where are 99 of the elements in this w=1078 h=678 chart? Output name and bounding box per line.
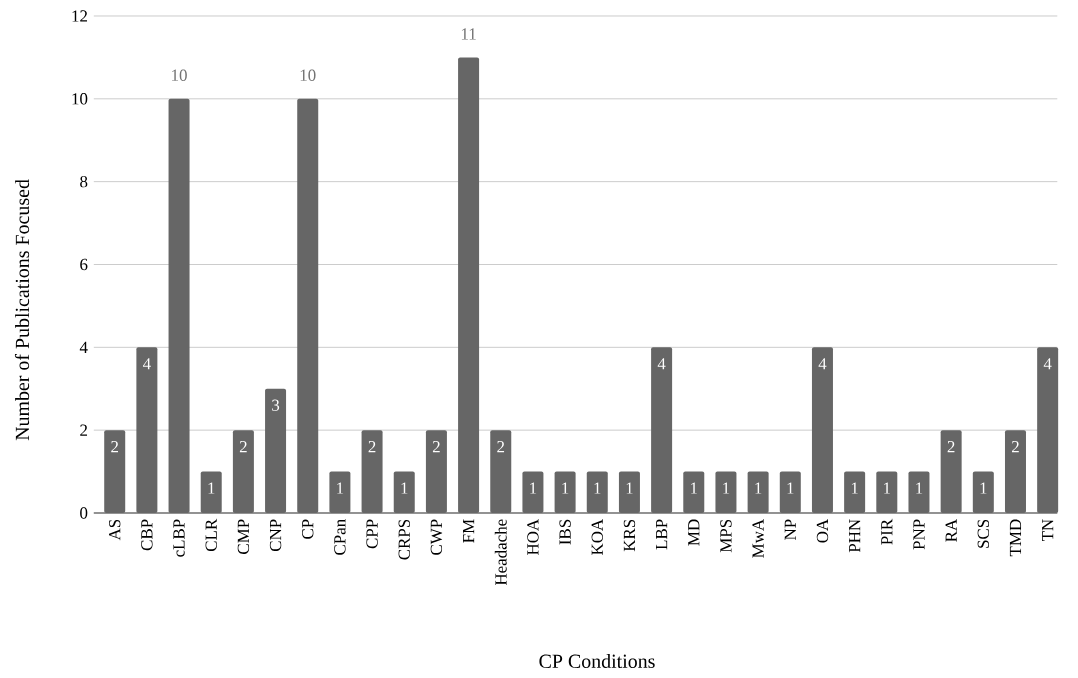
y-tick-label: 10 <box>72 93 88 105</box>
data-label: 10 <box>300 69 316 81</box>
data-label: 1 <box>980 482 987 494</box>
bar <box>104 430 126 513</box>
x-tick-label: CMP <box>237 519 250 554</box>
data-label: 10 <box>172 69 187 81</box>
data-label: 3 <box>272 399 280 411</box>
bar <box>168 98 190 513</box>
bar <box>651 347 673 513</box>
data-label: 2 <box>239 440 247 453</box>
data-label: 2 <box>1012 440 1019 453</box>
data-label: 11 <box>461 28 476 40</box>
x-tick-label: MwA <box>752 518 764 558</box>
bar <box>908 471 930 513</box>
x-tick-label: CPP <box>366 519 378 549</box>
data-label: 1 <box>723 482 730 494</box>
bar <box>1004 430 1026 513</box>
bar <box>329 471 351 513</box>
data-label: 1 <box>337 482 344 494</box>
x-tick-label: CPan <box>334 519 346 555</box>
x-tick-label: PIR <box>881 518 893 545</box>
data-label: 1 <box>562 482 569 494</box>
bar <box>618 471 640 513</box>
data-label: 4 <box>818 358 827 370</box>
x-tick-label: KRS <box>623 519 636 552</box>
x-tick-label: FM <box>463 519 475 543</box>
data-label: 1 <box>851 482 858 494</box>
x-tick-label: HOA <box>527 518 539 556</box>
bar <box>683 471 705 513</box>
y-tick-label: 2 <box>80 424 88 436</box>
x-tick-label: OA <box>816 518 829 543</box>
data-label: 2 <box>947 440 955 453</box>
y-axis-title: Number of Publications Focused <box>14 179 30 441</box>
bar <box>265 388 287 513</box>
data-label: 1 <box>208 482 215 494</box>
bar <box>779 471 801 513</box>
data-label: 4 <box>657 358 666 370</box>
x-tick-label: NP <box>784 519 796 540</box>
bar <box>972 471 994 513</box>
data-label: 1 <box>916 482 923 494</box>
x-tick-label: PHN <box>849 519 861 553</box>
bar <box>200 471 222 513</box>
bar <box>876 471 898 513</box>
bar <box>811 347 833 513</box>
bar <box>1037 347 1059 513</box>
data-label: 4 <box>1043 358 1052 370</box>
bar <box>747 471 769 513</box>
data-label: 2 <box>111 440 119 453</box>
bar <box>586 471 608 513</box>
x-tick-label: CNP <box>269 519 282 552</box>
bar <box>458 57 480 513</box>
bar <box>393 471 415 513</box>
bar <box>361 430 383 513</box>
x-tick-label: cLBP <box>173 519 185 557</box>
data-label: 1 <box>626 482 633 494</box>
bar <box>522 471 544 513</box>
bar <box>715 471 737 513</box>
x-tick-label: MD <box>688 519 700 546</box>
bar <box>136 347 158 513</box>
y-tick-label: 4 <box>79 341 88 353</box>
x-tick-label: Headache <box>494 519 507 586</box>
x-tick-label: MPS <box>720 519 732 553</box>
x-tick-label: RA <box>945 518 957 542</box>
data-label: 2 <box>368 440 376 453</box>
x-tick-label: CLR <box>205 518 217 552</box>
y-tick-label: 8 <box>80 175 88 188</box>
x-tick-label: CP <box>302 519 314 539</box>
bar <box>844 471 866 513</box>
data-label: 1 <box>530 482 537 494</box>
bar <box>425 430 447 513</box>
bar <box>554 471 576 513</box>
x-tick-label: IBS <box>559 519 571 545</box>
data-label: 1 <box>594 482 601 494</box>
bar <box>232 430 254 513</box>
data-label: 1 <box>884 482 891 494</box>
x-tick-label: CBP <box>141 519 153 551</box>
x-axis-title: CP Conditions <box>539 653 655 668</box>
y-tick-label: 12 <box>72 10 88 22</box>
data-label: 1 <box>691 482 697 494</box>
bar <box>490 430 512 513</box>
y-tick-label: 6 <box>80 258 88 271</box>
x-tick-label: SCS <box>977 519 990 548</box>
x-tick-label: TN <box>1042 519 1054 542</box>
x-tick-label: PNP <box>913 519 925 550</box>
data-label: 1 <box>787 482 794 494</box>
data-label: 1 <box>755 482 762 494</box>
x-tick-label: LBP <box>656 519 668 550</box>
data-label: 1 <box>401 482 408 494</box>
x-tick-label: KOA <box>591 518 603 556</box>
y-tick-label: 0 <box>80 507 88 519</box>
data-label: 2 <box>497 440 505 453</box>
x-tick-label: TMD <box>1009 519 1022 557</box>
bar <box>297 98 319 513</box>
x-tick-label: CRPS <box>398 519 410 560</box>
bar <box>940 430 962 513</box>
x-tick-label: CWP <box>430 519 443 555</box>
data-label: 4 <box>142 358 151 370</box>
data-label: 2 <box>432 440 440 453</box>
x-tick-label: AS <box>109 519 121 541</box>
